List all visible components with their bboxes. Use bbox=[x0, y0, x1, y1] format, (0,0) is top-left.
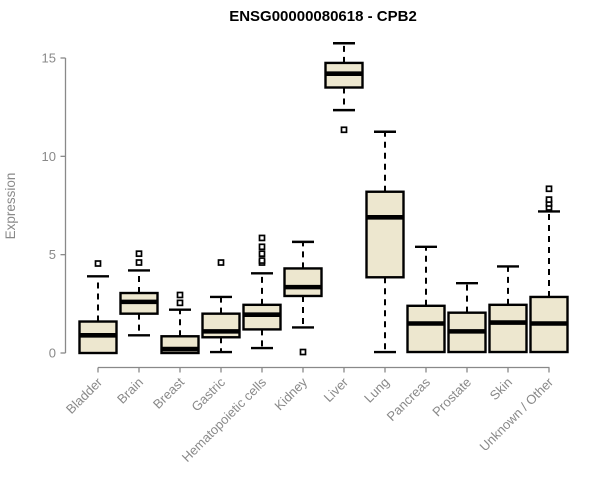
boxplot-lung bbox=[365, 130, 405, 354]
outlier-point bbox=[258, 257, 266, 264]
outlier-point bbox=[176, 299, 184, 307]
y-tick-label: 0 bbox=[49, 346, 56, 361]
iqr-box bbox=[283, 267, 323, 298]
y-axis-label: Expression bbox=[3, 173, 18, 240]
boxplot-hematopoietic-cells bbox=[242, 234, 282, 350]
outlier-point bbox=[258, 250, 266, 258]
x-tick-label-lung: Lung bbox=[361, 375, 392, 406]
boxplot-unknown-other bbox=[529, 185, 569, 354]
boxplot-skin bbox=[488, 265, 528, 354]
x-tick-label-breast: Breast bbox=[150, 374, 187, 411]
outlier-point bbox=[340, 126, 348, 134]
boxplot-prostate bbox=[447, 281, 487, 354]
outlier-point bbox=[258, 234, 266, 242]
iqr-box bbox=[365, 190, 405, 279]
boxplot-pancreas bbox=[406, 245, 446, 354]
x-tick-label-pancreas: Pancreas bbox=[384, 374, 434, 424]
x-tick-label-liver: Liver bbox=[321, 374, 352, 405]
iqr-box bbox=[201, 312, 241, 339]
y-tick-label: 10 bbox=[42, 149, 56, 164]
outlier-point bbox=[176, 291, 184, 299]
outlier-point bbox=[135, 259, 143, 266]
chart-title: ENSG00000080618 - CPB2 bbox=[229, 8, 417, 25]
x-tick-label-bladder: Bladder bbox=[63, 374, 106, 417]
x-tick-label-gastric: Gastric bbox=[188, 374, 228, 414]
boxplot-brain bbox=[119, 250, 159, 337]
iqr-box bbox=[406, 304, 446, 354]
boxplot-liver bbox=[324, 42, 364, 134]
outlier-point bbox=[258, 243, 266, 251]
outlier-point bbox=[217, 259, 225, 266]
boxplot-bladder bbox=[78, 260, 118, 355]
outlier-point bbox=[135, 250, 143, 258]
y-tick-label: 15 bbox=[42, 51, 56, 66]
boxplot-gastric bbox=[201, 259, 241, 354]
outlier-point bbox=[94, 260, 102, 267]
iqr-box bbox=[488, 303, 528, 354]
iqr-box bbox=[242, 303, 282, 331]
x-tick-label-skin: Skin bbox=[487, 375, 515, 403]
boxplot-breast bbox=[160, 291, 200, 355]
y-tick-label: 5 bbox=[49, 247, 56, 262]
x-tick-label-brain: Brain bbox=[114, 375, 146, 407]
x-tick-label-prostate: Prostate bbox=[429, 375, 474, 420]
outlier-point bbox=[545, 185, 553, 193]
boxplot-kidney bbox=[283, 240, 323, 356]
outlier-point bbox=[545, 196, 553, 203]
x-tick-label-kidney: Kidney bbox=[271, 374, 310, 413]
outlier-point bbox=[299, 348, 307, 356]
x-tick-label-unknown-other: Unknown / Other bbox=[477, 374, 557, 454]
